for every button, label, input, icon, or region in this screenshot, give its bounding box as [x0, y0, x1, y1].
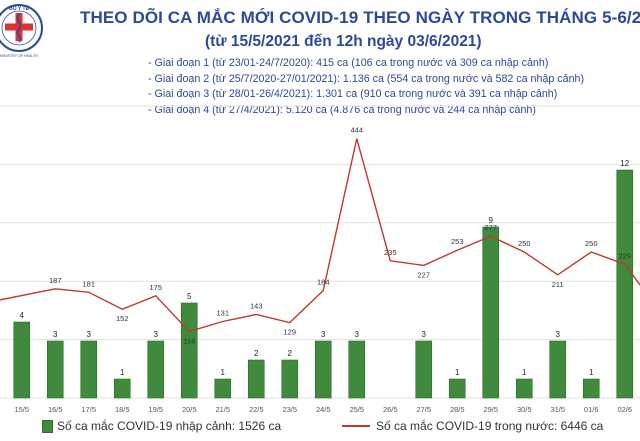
x-tick-label: 02/6 [617, 405, 632, 414]
line-value-label: 253 [451, 237, 464, 246]
bar-value-label: 3 [321, 330, 326, 339]
x-tick-label: 19/5 [148, 405, 163, 414]
bar-value-label: 2 [254, 349, 259, 358]
line-value-label: 250 [518, 239, 531, 248]
x-tick-label: 22/5 [249, 405, 264, 414]
bar-imported [482, 226, 500, 399]
x-tick-label: 26/5 [383, 405, 398, 414]
bar-imported [80, 340, 98, 399]
bar-imported [415, 340, 433, 399]
bar-value-label: 3 [154, 330, 159, 339]
line-value-label: 187 [49, 276, 62, 285]
line-value-label: 114 [183, 336, 195, 345]
bar-imported [348, 340, 366, 399]
bar-imported [281, 359, 299, 399]
bar-imported [180, 302, 198, 399]
bar-imported [247, 359, 265, 399]
x-tick-label: 18/5 [115, 405, 130, 414]
x-tick-label: 17/5 [81, 405, 96, 414]
bar-imported [448, 378, 466, 399]
line-value-label: 129 [283, 328, 296, 337]
logo-subtext: MINISTRY OF HEALTH [0, 54, 38, 58]
line-value-label: 131 [216, 308, 229, 317]
chart-title: THEO DÕI CA MẮC MỚI COVID-19 THEO NGÀY T… [80, 8, 640, 27]
bar-value-label: 2 [288, 349, 293, 358]
line-value-label: 444 [350, 126, 363, 135]
bar-imported [113, 378, 131, 399]
phase-summary-list: Giai đoạn 1 (từ 23/01-24/7/2020): 415 ca… [148, 56, 585, 118]
legend-domestic: Số ca mắc COVID-19 trong nước: 6446 ca [342, 419, 603, 433]
x-tick-label: 29/5 [483, 405, 498, 414]
bar-value-label: 12 [620, 159, 629, 168]
bar-value-label: 3 [355, 330, 360, 339]
phase-item: Giai đoạn 1 (từ 23/01-24/7/2020): 415 ca… [148, 56, 584, 72]
line-value-label: 250 [585, 239, 598, 248]
bar-value-label: 5 [187, 292, 192, 301]
bar-value-label: 1 [522, 368, 527, 377]
legend-line-swatch [342, 425, 370, 427]
bar-value-label: 4 [20, 311, 25, 320]
line-value-label: 211 [552, 280, 564, 289]
bar-imported [515, 378, 533, 399]
x-tick-label: 20/5 [182, 405, 197, 414]
bar-value-label: 3 [87, 330, 92, 339]
x-tick-label: 27/5 [416, 405, 431, 414]
bar-imported [549, 340, 567, 399]
ministry-of-health-logo: BỘ Y TẾ MINISTRY OF HEALTH [0, 4, 43, 58]
x-tick-label: 01/6 [584, 405, 599, 414]
bar-value-label: 1 [221, 368, 226, 377]
line-value-label: 227 [417, 270, 430, 279]
x-tick-label: 24/5 [316, 405, 331, 414]
x-tick-label: 16/5 [48, 405, 63, 414]
x-tick-label: 23/5 [282, 405, 297, 414]
line-value-label: 143 [250, 301, 263, 310]
bar-value-label: 1 [589, 368, 594, 377]
logo-text: BỘ Y TẾ [9, 4, 29, 12]
bar-value-label: 3 [53, 330, 58, 339]
x-tick-label: 28/5 [450, 405, 465, 414]
bar-imported [46, 340, 64, 399]
line-value-label: 181 [82, 279, 95, 288]
line-value-label: 152 [116, 314, 129, 323]
bar-imported [616, 169, 634, 399]
bar-imported [582, 378, 600, 399]
legend-imported-label: Số ca mắc COVID-19 nhập cảnh: 1526 ca [57, 419, 282, 433]
x-tick-label: 25/5 [349, 405, 364, 414]
bar-value-label: 3 [422, 330, 427, 339]
x-tick-label: 31/5 [550, 405, 565, 414]
bar-imported [214, 378, 232, 399]
line-value-label: 184 [317, 278, 330, 287]
phase-item: Giai đoạn 2 (từ 25/7/2020-27/01/2021): 1… [148, 72, 585, 88]
bar-imported [147, 340, 165, 399]
bar-value-label: 3 [556, 330, 561, 339]
x-tick-label: 15/5 [14, 405, 29, 414]
bar-imported [13, 321, 31, 399]
x-tick-label: 30/5 [517, 405, 532, 414]
bar-value-label: 1 [120, 368, 125, 377]
domestic-cases-line [0, 138, 640, 333]
line-value-label: 277 [484, 223, 497, 232]
bar-value-label: 9 [489, 216, 494, 225]
bar-value-label: 1 [455, 368, 460, 377]
x-tick-label: 21/5 [215, 405, 230, 414]
line-value-label: 175 [149, 283, 162, 292]
chart-subtitle: (từ 15/5/2021 đến 12h ngày 03/6/2021) [205, 33, 482, 50]
line-value-label: 235 [384, 248, 397, 257]
legend-domestic-label: Số ca mắc COVID-19 trong nước: 6446 ca [376, 419, 604, 433]
line-value-label: 229 [618, 251, 631, 260]
phase-item: Giai đoạn 3 (từ 28/01-26/4/2021): 1.301 … [148, 87, 584, 103]
legend-bar-swatch [42, 419, 53, 433]
legend-imported: Số ca mắc COVID-19 nhập cảnh: 1526 ca [42, 419, 281, 433]
bar-imported [314, 340, 332, 399]
